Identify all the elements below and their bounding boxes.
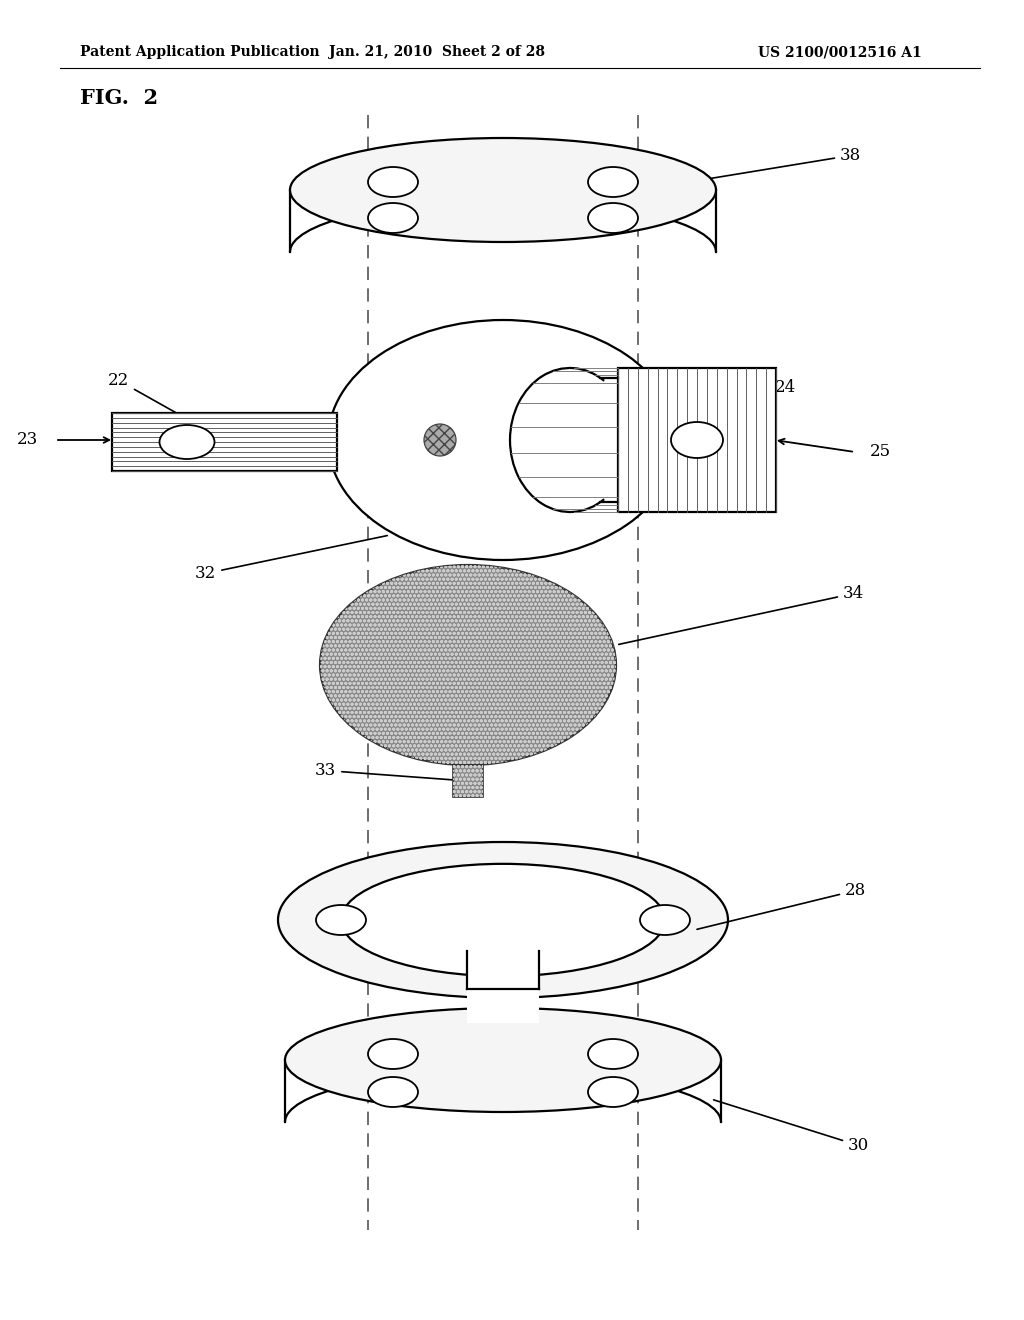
Ellipse shape [368, 203, 418, 234]
Text: 33: 33 [315, 762, 464, 784]
Ellipse shape [424, 424, 456, 455]
Text: Patent Application Publication: Patent Application Publication [80, 45, 319, 59]
Ellipse shape [368, 1077, 418, 1107]
Bar [112, 413, 337, 471]
Ellipse shape [285, 1008, 721, 1111]
Bar [618, 368, 776, 512]
Bar [467, 962, 539, 1023]
Text: 25: 25 [870, 444, 891, 461]
Ellipse shape [328, 319, 678, 560]
Ellipse shape [160, 425, 214, 459]
Ellipse shape [278, 842, 728, 998]
Ellipse shape [368, 168, 418, 197]
Ellipse shape [640, 906, 690, 935]
Text: FIG.  2: FIG. 2 [80, 88, 158, 108]
Bar [467, 950, 539, 1008]
Ellipse shape [290, 139, 716, 242]
Ellipse shape [341, 863, 665, 977]
Ellipse shape [316, 906, 366, 935]
Ellipse shape [319, 565, 616, 766]
Text: 38: 38 [703, 147, 861, 180]
Text: 34: 34 [618, 585, 864, 644]
Ellipse shape [588, 1039, 638, 1069]
Text: 23: 23 [16, 432, 38, 449]
Ellipse shape [588, 203, 638, 234]
Text: 22: 22 [108, 372, 177, 413]
Text: 30: 30 [714, 1100, 869, 1154]
Text: 32: 32 [195, 536, 387, 582]
Text: Jan. 21, 2010  Sheet 2 of 28: Jan. 21, 2010 Sheet 2 of 28 [329, 45, 545, 59]
Ellipse shape [588, 1077, 638, 1107]
Text: 28: 28 [697, 882, 866, 929]
Text: US 2100/0012516 A1: US 2100/0012516 A1 [758, 45, 922, 59]
Ellipse shape [588, 168, 638, 197]
Text: 24: 24 [716, 379, 797, 396]
Bar [453, 766, 483, 797]
Bar [453, 766, 483, 797]
Ellipse shape [368, 1039, 418, 1069]
Ellipse shape [671, 422, 723, 458]
